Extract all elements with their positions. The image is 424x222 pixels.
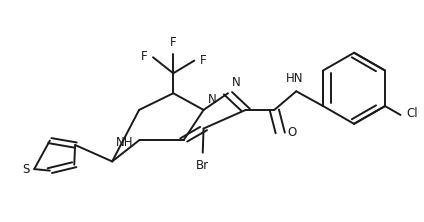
Text: Br: Br bbox=[196, 159, 209, 172]
Text: NH: NH bbox=[116, 136, 134, 149]
Text: F: F bbox=[170, 36, 176, 49]
Text: S: S bbox=[22, 163, 29, 176]
Text: O: O bbox=[287, 126, 296, 139]
Text: N: N bbox=[232, 76, 241, 89]
Text: HN: HN bbox=[285, 72, 303, 85]
Text: F: F bbox=[140, 50, 147, 63]
Text: Cl: Cl bbox=[407, 107, 418, 120]
Text: F: F bbox=[200, 54, 207, 67]
Text: N: N bbox=[208, 93, 217, 105]
